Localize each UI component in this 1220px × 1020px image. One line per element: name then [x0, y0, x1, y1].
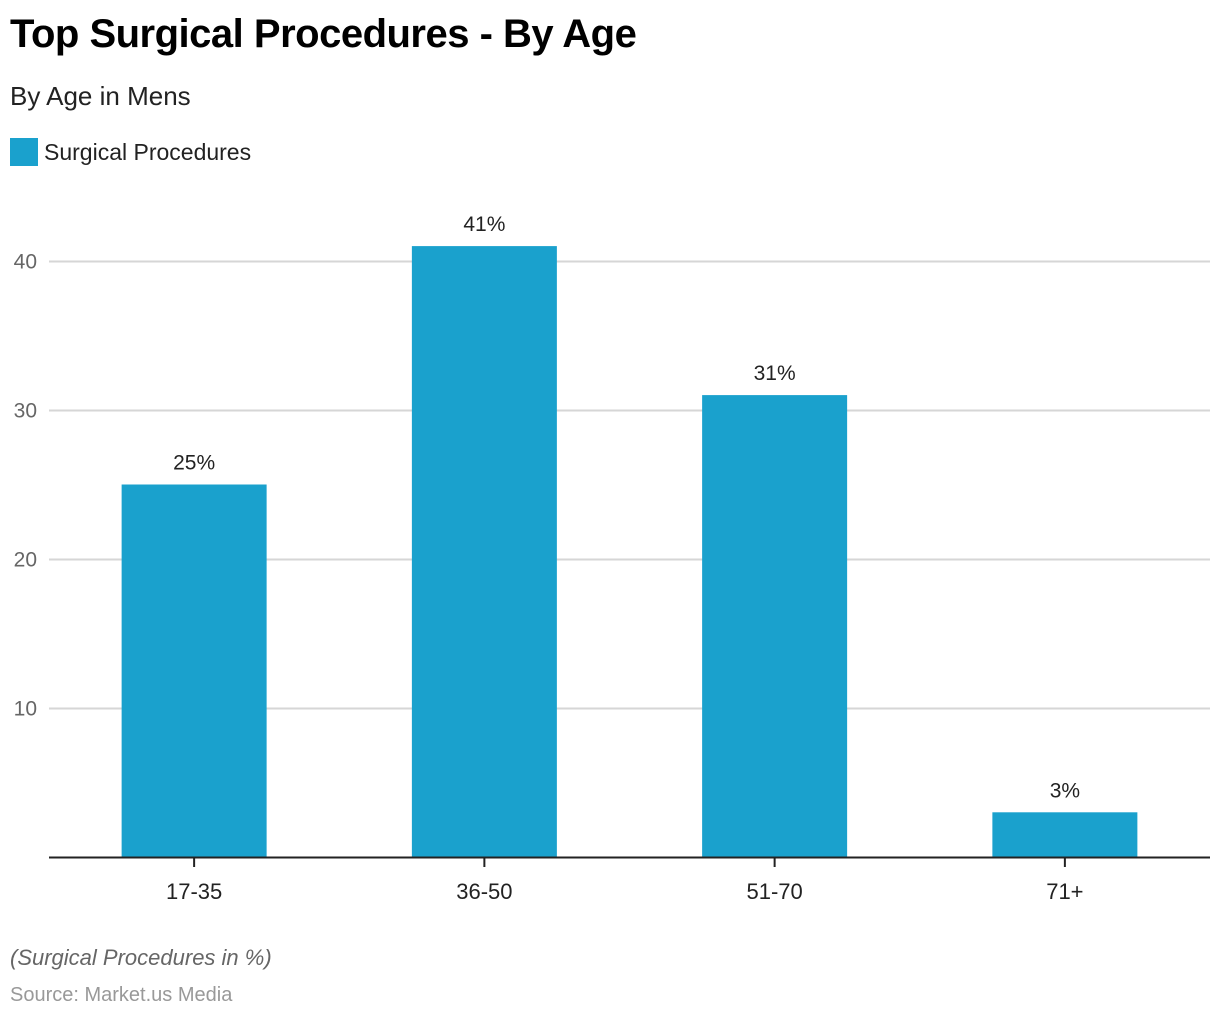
legend-label: Surgical Procedures [44, 138, 252, 165]
unit-note: (Surgical Procedures in %) [10, 945, 272, 970]
source-text: Source: Market.us Media [10, 984, 233, 1006]
x-tick-label: 51-70 [746, 879, 802, 904]
y-tick-label: 10 [14, 698, 37, 721]
data-label: 25% [173, 452, 215, 475]
bar [411, 246, 557, 858]
bar [702, 395, 848, 857]
bars [121, 246, 1138, 858]
data-label: 3% [1050, 779, 1080, 802]
data-label: 41% [463, 213, 505, 236]
x-tick-label: 17-35 [166, 879, 222, 904]
chart-title: Top Surgical Procedures - By Age [10, 12, 637, 56]
y-tick-label: 40 [14, 251, 37, 274]
y-tick-label: 20 [14, 549, 37, 572]
bar [121, 484, 267, 857]
y-axis-ticks: 10 20 30 40 [14, 251, 37, 721]
chart-subtitle: By Age in Mens [10, 81, 191, 111]
x-axis-ticks: 17-35 36-50 51-70 71+ [166, 857, 1084, 904]
y-tick-label: 30 [14, 400, 37, 423]
x-tick-label: 36-50 [456, 879, 512, 904]
bar [992, 812, 1138, 857]
data-labels: 25% 41% 31% 3% [173, 213, 1080, 802]
data-label: 31% [754, 362, 796, 385]
legend-swatch [10, 138, 38, 166]
legend: Surgical Procedures [10, 138, 251, 166]
x-tick-label: 71+ [1046, 879, 1083, 904]
